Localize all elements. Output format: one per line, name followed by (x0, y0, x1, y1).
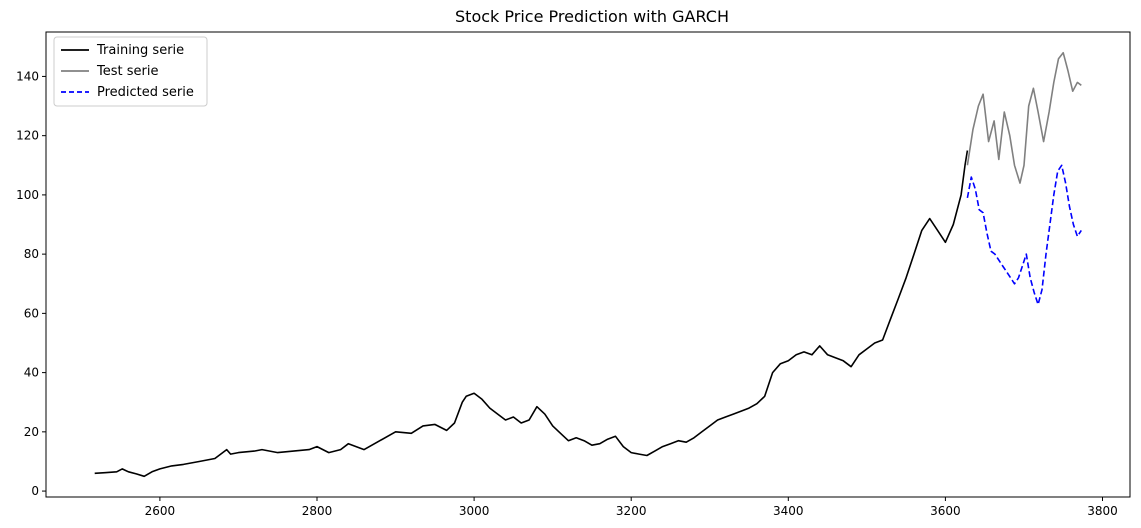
series-line-1 (966, 51, 1082, 184)
x-axis: 2600 2800 3000 3200 3400 3600 3800 (145, 497, 1118, 518)
series-line-2 (966, 164, 1082, 306)
chart-title: Stock Price Prediction with GARCH (455, 7, 729, 26)
legend-label: Training serie (96, 43, 184, 58)
x-tick-label: 3000 (459, 504, 490, 518)
legend-label: Test serie (96, 64, 158, 79)
legend-box (53, 36, 208, 107)
plot-frame (45, 31, 1131, 498)
y-tick-label: 60 (24, 306, 39, 320)
x-tick-label: 2800 (302, 504, 333, 518)
legend-label: Predicted serie (97, 85, 194, 100)
x-tick-label: 2600 (145, 504, 176, 518)
x-tick-label: 3200 (616, 504, 647, 518)
series-line-0 (94, 150, 969, 478)
y-tick-label: 140 (16, 69, 39, 83)
y-tick-label: 40 (24, 366, 39, 380)
y-tick-label: 100 (16, 188, 39, 202)
y-tick-label: 120 (16, 129, 39, 143)
y-axis: 0 20 40 60 80 100 120 140 (16, 69, 46, 498)
legend: Training serie Test serie Predicted serie (53, 36, 208, 107)
y-tick-label: 20 (24, 425, 39, 439)
x-tick-label: 3600 (930, 504, 961, 518)
x-tick-label: 3400 (773, 504, 804, 518)
y-tick-label: 80 (24, 247, 39, 261)
plot-area (45, 31, 1131, 498)
x-tick-label: 3800 (1087, 504, 1118, 518)
y-tick-label: 0 (31, 484, 39, 498)
